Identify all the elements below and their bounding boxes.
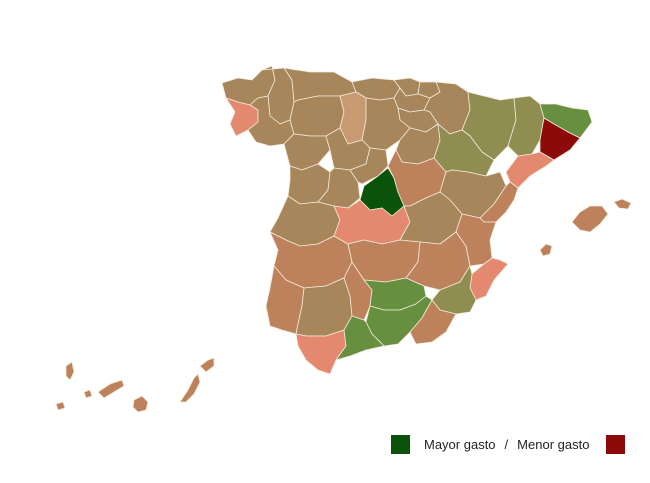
province-barcelona[interactable]: Barcelona [539,117,581,161]
low-spend-swatch [606,435,626,454]
province-cadiz[interactable]: Cádiz [295,329,347,375]
low-spend-label: Menor gasto [517,437,590,452]
high-spend-swatch [391,435,410,454]
province-fuerteventura[interactable]: La Gomera [179,373,201,403]
province-gran-canaria[interactable]: La Palma [132,395,149,413]
province-zamora[interactable]: Zamora [283,133,331,171]
province-lanzarote[interactable]: El Hierro [199,357,215,373]
province-almeria[interactable]: Almería [409,299,457,345]
province-avila[interactable]: Ávila [317,167,361,209]
province-la-gomera[interactable]: Lanzarote [83,389,93,399]
province-malaga[interactable]: Málaga [335,315,385,361]
province-lleida[interactable]: Lleida [507,95,545,157]
legend-separator: / [504,437,509,452]
province-ibiza[interactable]: Ibiza [539,243,553,257]
province-la-palma[interactable]: Tenerife [65,361,75,381]
province-el-hierro[interactable]: Gran Canaria [55,401,66,411]
province-menorca[interactable]: Menorca [613,198,632,210]
province-mallorca[interactable]: Mallorca [571,205,609,233]
province-tenerife[interactable]: Fuerteventura [97,379,125,399]
high-spend-label: Mayor gasto [424,437,496,452]
map-legend: Mayor gasto / Menor gasto [391,434,626,455]
province-tarragona[interactable]: Tarragona [505,151,555,189]
